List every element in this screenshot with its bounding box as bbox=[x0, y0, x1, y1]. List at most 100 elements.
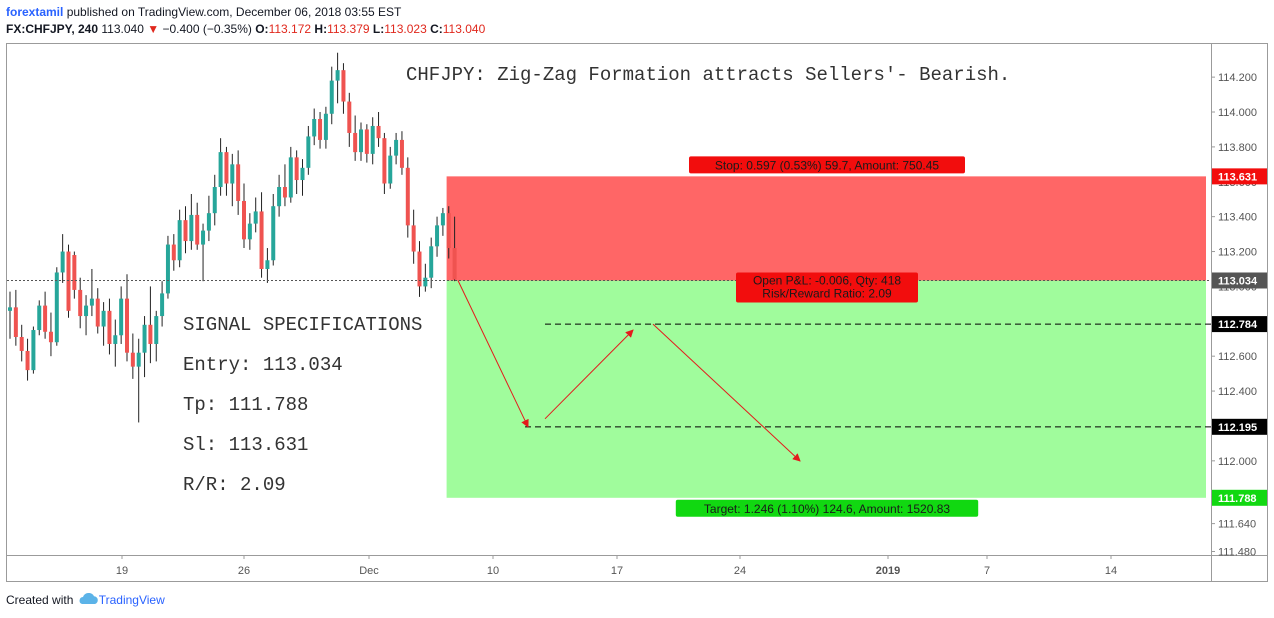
projection-arrow bbox=[457, 280, 529, 428]
candle-body bbox=[60, 251, 65, 273]
price-axis-tick-label: 114.200 bbox=[1218, 72, 1257, 84]
candle-body bbox=[329, 80, 334, 114]
signal-heading: SIGNAL SPECIFICATIONS bbox=[183, 314, 422, 336]
signal-entry: Entry: 113.034 bbox=[183, 354, 343, 376]
candle-body bbox=[218, 152, 223, 188]
signal-rr: R/R: 2.09 bbox=[183, 474, 286, 496]
candle-body bbox=[271, 206, 276, 261]
candle-body bbox=[171, 244, 176, 261]
candle-body bbox=[347, 101, 352, 133]
axis-price-tag-1: 111.788 bbox=[1218, 493, 1257, 505]
candle-body bbox=[277, 187, 282, 207]
target-label: Target: 1.246 (1.10%) 124.6, Amount: 152… bbox=[704, 502, 950, 516]
candle-body bbox=[224, 152, 229, 184]
candle-body bbox=[405, 167, 410, 226]
pnl-label-line1: Open P&L: -0.006, Qty: 418 bbox=[753, 273, 901, 287]
last-price: 113.040 bbox=[101, 22, 144, 36]
candle-body bbox=[119, 298, 124, 336]
candle-body bbox=[95, 298, 100, 327]
price-axis-tick-label: 111.640 bbox=[1218, 519, 1256, 531]
signal-specifications: SIGNAL SPECIFICATIONS Entry: 113.034 Tp:… bbox=[183, 314, 422, 496]
price-axis-tick-label: 113.800 bbox=[1218, 142, 1257, 154]
candle-body bbox=[388, 155, 393, 184]
chart-title: CHFJPY: Zig-Zag Formation attracts Selle… bbox=[406, 64, 1010, 86]
projection-arrow bbox=[652, 323, 801, 462]
candle-body bbox=[335, 70, 340, 81]
candle-body bbox=[429, 246, 434, 278]
axis-level-tag-1: 112.784 bbox=[1218, 319, 1258, 331]
candle-body bbox=[19, 336, 24, 351]
candle-body bbox=[230, 164, 235, 184]
candle-body bbox=[31, 330, 36, 371]
candle-body bbox=[107, 310, 112, 344]
candle-body bbox=[353, 132, 358, 153]
stop-label-bg bbox=[689, 156, 965, 174]
time-axis-tick-label: 14 bbox=[1105, 565, 1117, 577]
candle-body bbox=[142, 324, 147, 353]
candle-body bbox=[183, 220, 188, 242]
candle-body bbox=[417, 251, 422, 287]
close-label: C: bbox=[430, 22, 443, 36]
created-with-text: Created with bbox=[6, 593, 74, 607]
time-axis-tick-label: 7 bbox=[984, 565, 990, 577]
close-value: 113.040 bbox=[442, 22, 486, 36]
price-axis-tick-label: 113.400 bbox=[1218, 212, 1257, 224]
candle-body bbox=[206, 213, 211, 231]
signal-tp: Tp: 111.788 bbox=[183, 394, 308, 416]
candle-body bbox=[312, 118, 317, 137]
candle-body bbox=[435, 225, 440, 247]
candle-body bbox=[341, 70, 346, 102]
candle-body bbox=[282, 187, 287, 198]
time-axis-tick-label: Dec bbox=[359, 565, 379, 577]
candle-body bbox=[154, 316, 159, 344]
axis-price-tag-0-bg bbox=[1212, 168, 1267, 185]
candle-body bbox=[370, 125, 375, 154]
candle-body bbox=[300, 167, 305, 181]
axis-level-tag-1-bg bbox=[1212, 316, 1267, 333]
author-name[interactable]: forextamil bbox=[6, 5, 64, 19]
candle-body bbox=[247, 223, 252, 240]
time-axis-tick-label: 26 bbox=[238, 565, 250, 577]
chart-frame bbox=[6, 43, 1268, 582]
candle-body bbox=[446, 213, 451, 249]
target-zone bbox=[446, 280, 1207, 498]
candle-body bbox=[72, 255, 77, 290]
candle-body bbox=[54, 272, 59, 343]
stop-zone bbox=[446, 176, 1207, 281]
candle-body bbox=[399, 139, 404, 168]
candle-body bbox=[212, 187, 217, 214]
candle-body bbox=[113, 335, 118, 344]
price-chart[interactable]: CHFJPY: Zig-Zag Formation attracts Selle… bbox=[0, 0, 1274, 590]
price-change: −0.400 (−0.35%) bbox=[162, 22, 252, 36]
candle-body bbox=[440, 213, 445, 226]
down-triangle-icon: ▼ bbox=[147, 22, 160, 36]
axis-level-tag-2: 112.195 bbox=[1218, 422, 1257, 434]
publish-text: published on TradingView.com, December 0… bbox=[63, 5, 402, 19]
candle-body bbox=[13, 307, 18, 337]
axis-level-tag-0: 113.034 bbox=[1218, 275, 1258, 287]
tradingview-cloud-icon bbox=[79, 592, 98, 604]
candle-body bbox=[318, 118, 323, 140]
price-axis-tick-label: 111.480 bbox=[1218, 547, 1256, 559]
candle-body bbox=[148, 324, 153, 344]
candle-body bbox=[359, 129, 363, 153]
stop-label: Stop: 0.597 (0.53%) 59.7, Amount: 750.45 bbox=[715, 158, 939, 172]
target-label-bg bbox=[675, 499, 979, 517]
candle-body bbox=[294, 157, 299, 181]
open-value: 113.172 bbox=[268, 22, 312, 36]
candle-body bbox=[160, 293, 165, 317]
candle-body bbox=[89, 298, 94, 306]
candle-body bbox=[78, 289, 83, 317]
axis-price-tag-0: 113.631 bbox=[1218, 171, 1257, 183]
time-axis-tick-label: 17 bbox=[611, 565, 623, 577]
candle-body bbox=[201, 230, 206, 245]
tradingview-brand[interactable]: TradingView bbox=[98, 593, 165, 607]
candle-body bbox=[306, 136, 311, 168]
candle-body bbox=[177, 220, 182, 261]
symbol-info-bar: FX:CHFJPY, 240 113.040 ▼ −0.400 (−0.35%)… bbox=[6, 22, 485, 36]
candle-body bbox=[66, 251, 71, 311]
high-value: 113.379 bbox=[327, 22, 370, 36]
projection-arrow bbox=[544, 329, 634, 420]
candle-body bbox=[376, 125, 381, 139]
price-axis-tick-label: 114.000 bbox=[1218, 107, 1257, 119]
